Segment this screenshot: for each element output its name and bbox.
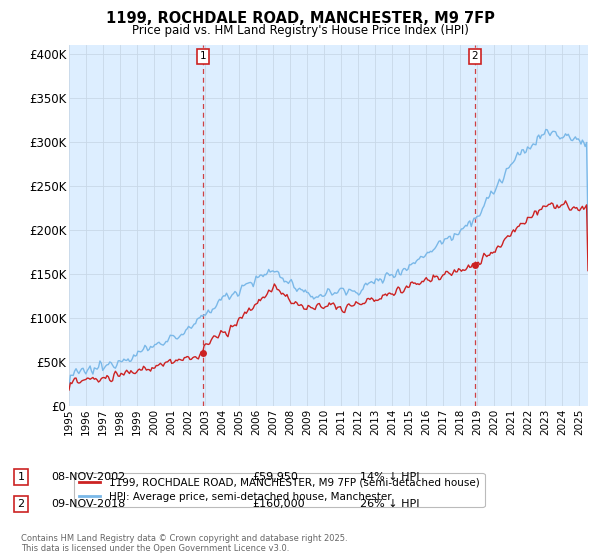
Text: 14% ↓ HPI: 14% ↓ HPI (360, 472, 419, 482)
Text: 1199, ROCHDALE ROAD, MANCHESTER, M9 7FP: 1199, ROCHDALE ROAD, MANCHESTER, M9 7FP (106, 11, 494, 26)
Text: 1: 1 (17, 472, 25, 482)
Legend: 1199, ROCHDALE ROAD, MANCHESTER, M9 7FP (semi-detached house), HPI: Average pric: 1199, ROCHDALE ROAD, MANCHESTER, M9 7FP … (74, 473, 485, 507)
Text: 2: 2 (17, 499, 25, 509)
Text: Contains HM Land Registry data © Crown copyright and database right 2025.
This d: Contains HM Land Registry data © Crown c… (21, 534, 347, 553)
Text: 08-NOV-2002: 08-NOV-2002 (51, 472, 125, 482)
Text: £160,000: £160,000 (252, 499, 305, 509)
Text: Price paid vs. HM Land Registry's House Price Index (HPI): Price paid vs. HM Land Registry's House … (131, 24, 469, 36)
Text: 1: 1 (199, 52, 206, 61)
Text: £59,950: £59,950 (252, 472, 298, 482)
Text: 2: 2 (472, 52, 478, 61)
Text: 26% ↓ HPI: 26% ↓ HPI (360, 499, 419, 509)
Text: 09-NOV-2018: 09-NOV-2018 (51, 499, 125, 509)
